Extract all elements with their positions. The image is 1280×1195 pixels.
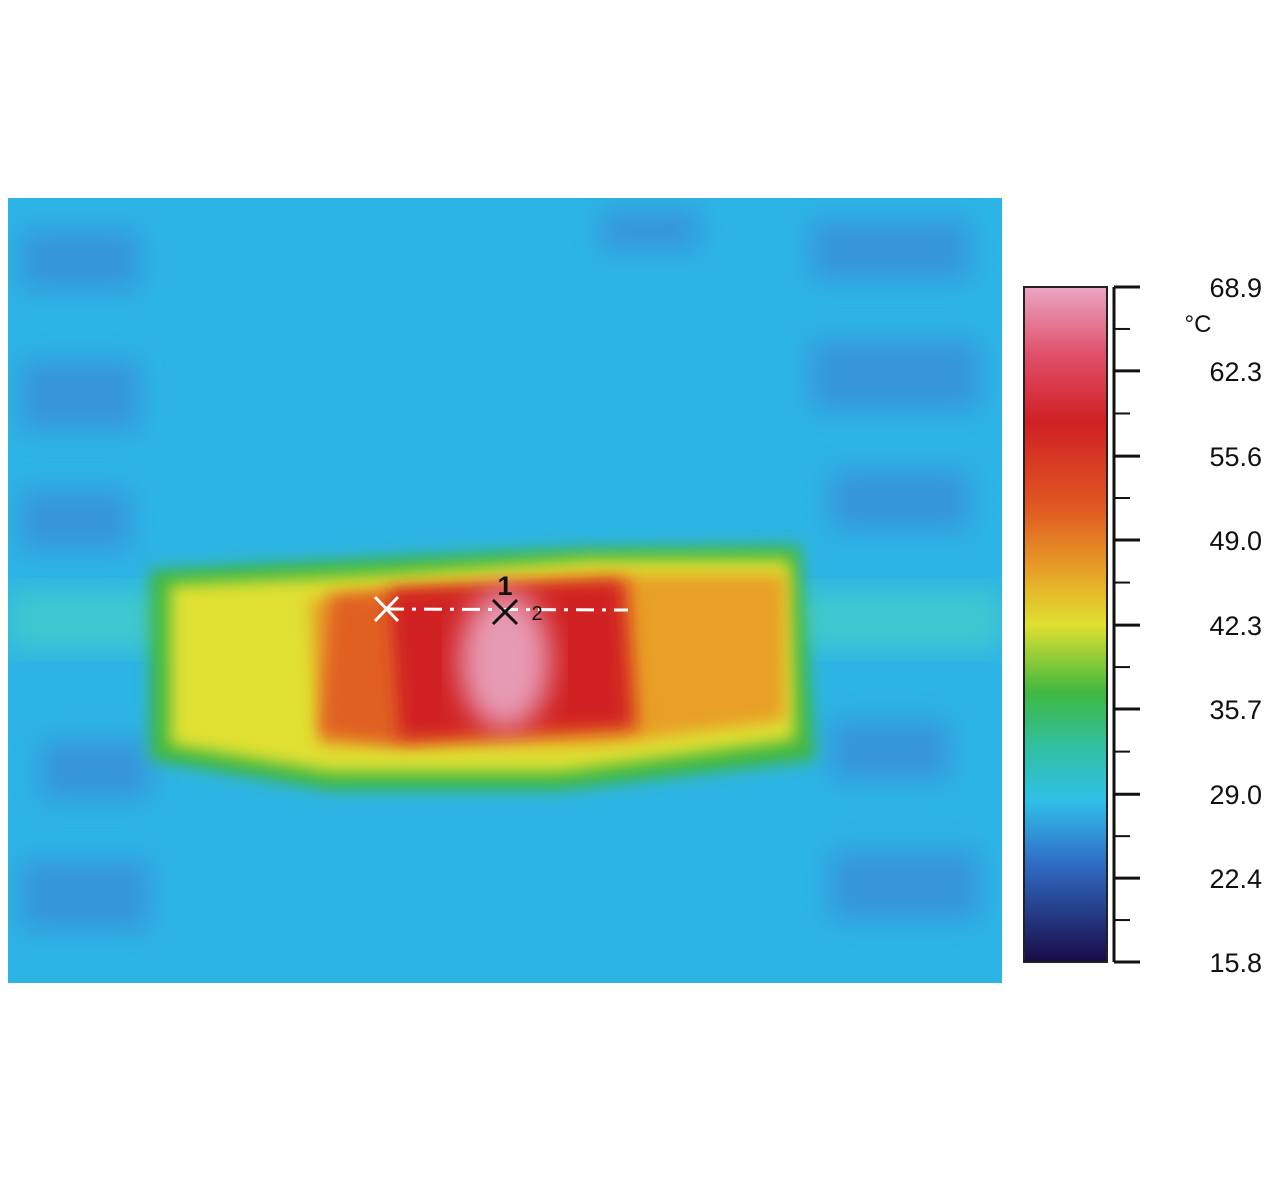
tick-label: 62.3: [1209, 357, 1262, 387]
tick-label: 22.4: [1209, 864, 1262, 894]
tick-label: 29.0: [1209, 780, 1262, 810]
tick-label: 42.3: [1209, 611, 1262, 641]
colorbar: [1023, 286, 1108, 963]
measure-line: [373, 595, 629, 626]
unit-label: °C: [1185, 311, 1212, 338]
tick-label: 55.6: [1209, 442, 1262, 472]
marker-label: 2: [531, 603, 542, 625]
thermal-image: [8, 198, 1002, 983]
tick-label: 35.7: [1209, 695, 1262, 725]
tick-label: 68.9: [1209, 273, 1262, 303]
tick-label: 15.8: [1209, 948, 1262, 978]
marker-label: 1: [497, 571, 512, 601]
tick-label: 49.0: [1209, 526, 1262, 556]
